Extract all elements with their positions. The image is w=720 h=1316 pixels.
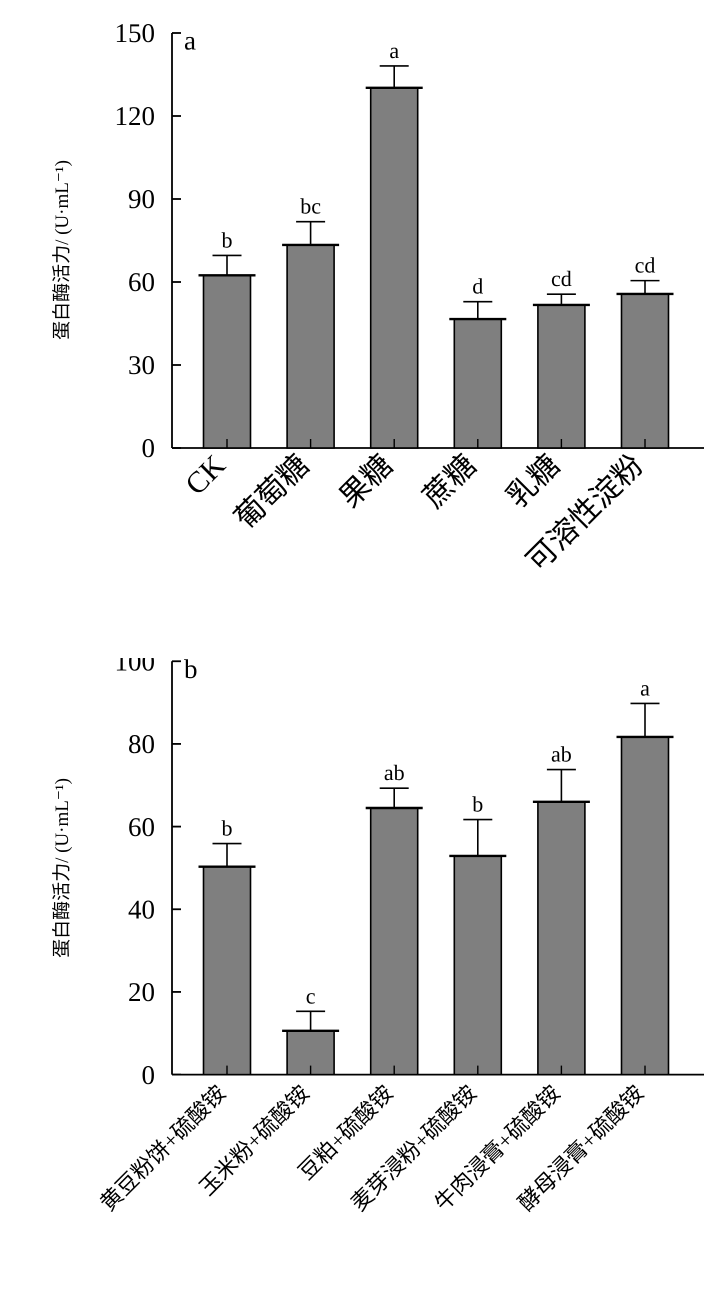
svg-text:30: 30 xyxy=(128,350,155,380)
svg-text:60: 60 xyxy=(128,267,155,297)
svg-text:a: a xyxy=(184,26,196,56)
svg-text:bc: bc xyxy=(300,194,321,219)
svg-text:40: 40 xyxy=(128,894,155,924)
svg-text:葡萄糖: 葡萄糖 xyxy=(229,449,316,536)
svg-text:b: b xyxy=(472,792,483,817)
svg-text:CK: CK xyxy=(179,448,232,501)
svg-text:80: 80 xyxy=(128,729,155,759)
svg-text:cd: cd xyxy=(635,253,656,278)
svg-text:蛋白酶活力/ (U·mL⁻¹): 蛋白酶活力/ (U·mL⁻¹) xyxy=(51,778,73,958)
svg-text:90: 90 xyxy=(128,184,155,214)
svg-text:蛋白酶活力/ (U·mL⁻¹): 蛋白酶活力/ (U·mL⁻¹) xyxy=(51,160,73,340)
svg-text:d: d xyxy=(472,274,483,299)
svg-text:150: 150 xyxy=(115,18,156,48)
svg-text:b: b xyxy=(222,816,233,841)
svg-text:a: a xyxy=(640,675,650,700)
svg-text:b: b xyxy=(184,658,198,684)
svg-text:果糖: 果糖 xyxy=(333,449,399,515)
svg-text:ab: ab xyxy=(551,742,572,767)
svg-text:ab: ab xyxy=(384,760,405,785)
svg-text:a: a xyxy=(389,38,399,63)
svg-text:cd: cd xyxy=(551,266,572,291)
svg-text:20: 20 xyxy=(128,977,155,1007)
svg-text:120: 120 xyxy=(115,101,156,131)
svg-text:乳糖: 乳糖 xyxy=(501,449,567,515)
svg-text:蔗糖: 蔗糖 xyxy=(417,449,483,515)
svg-text:b: b xyxy=(222,227,233,252)
svg-text:c: c xyxy=(306,983,316,1008)
svg-text:0: 0 xyxy=(142,1060,156,1090)
svg-text:0: 0 xyxy=(142,433,156,463)
svg-text:100: 100 xyxy=(115,658,156,676)
svg-text:60: 60 xyxy=(128,812,155,842)
